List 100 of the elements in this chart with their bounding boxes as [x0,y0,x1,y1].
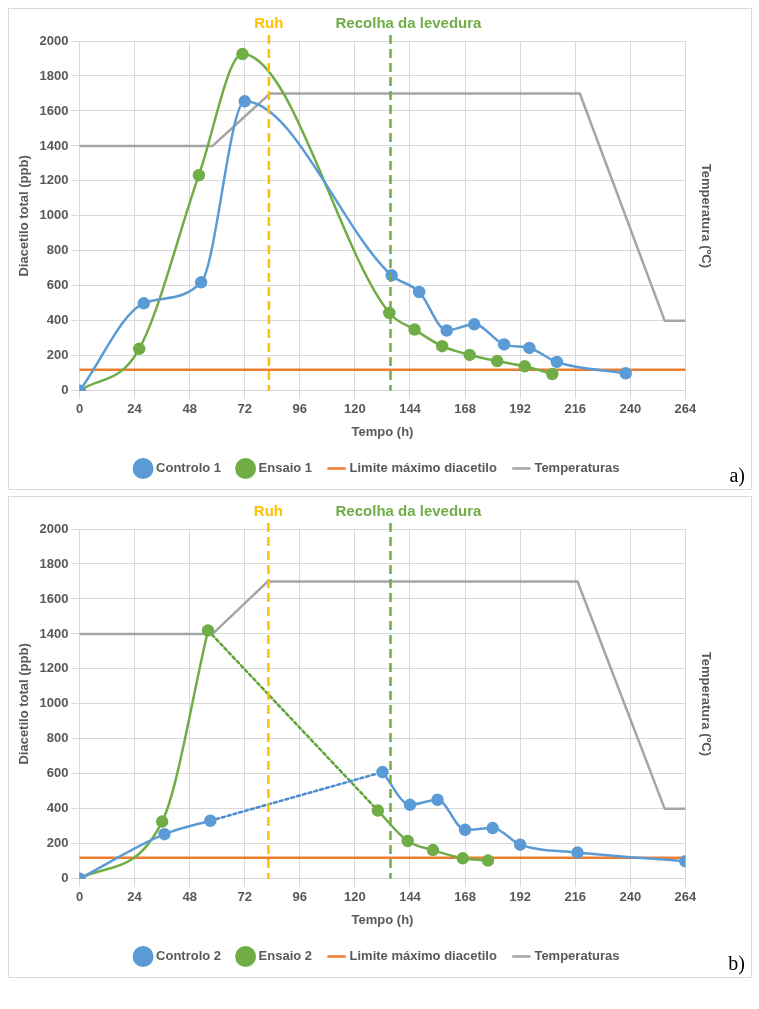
x-tick-label: 48 [182,401,197,417]
x-tick-label: 216 [564,889,587,905]
point [435,339,449,353]
x-tick-label: 240 [619,889,642,905]
x-tick-label: 0 [75,889,84,905]
y-tick-label: 1600 [39,590,69,606]
y-tick-label: 800 [46,242,69,258]
x-tick-label: 192 [509,401,532,417]
y-tick-label: 1200 [39,172,69,188]
x-tick-label: 24 [127,401,143,417]
x-tick-label: 144 [399,889,422,905]
ref-line-label: Ruh [253,501,283,519]
point [192,168,206,182]
x-tick-label: 96 [292,889,308,905]
x-tick-label: 48 [182,889,197,905]
point [158,827,171,841]
y-tick-label: 200 [46,347,69,363]
x-tick-label: 240 [619,401,642,417]
y-tick-label: 1800 [39,555,69,571]
point [137,297,151,310]
point [431,793,444,806]
x-tick-label: 0 [75,401,84,417]
y-tick-label: 400 [46,800,69,816]
y-tick-label: 1800 [39,67,69,83]
x-tick-label: 216 [564,401,587,417]
point [194,276,208,289]
y-tick-label: 800 [46,730,69,746]
legend-label: Temperaturas [534,948,620,964]
point [412,285,426,299]
y-tick-label: 1200 [39,660,69,676]
x-tick-label: 96 [292,401,308,417]
legend-label: Controlo 2 [156,948,222,964]
y-tick-label: 2000 [39,32,69,48]
text: a) [729,464,745,487]
point [463,348,476,362]
legend-label: Controlo 1 [156,460,222,476]
point [132,342,146,356]
legend-label: Limite máximo diacetilo [349,948,497,964]
x-tick-label: 264 [674,401,698,417]
x-tick-label: 168 [454,889,476,905]
point [371,804,385,817]
point [513,838,527,851]
point [456,852,470,865]
x-axis-title: Tempo (h) [351,911,414,927]
point [458,823,472,837]
point [204,814,217,827]
y-tick-label: 2000 [39,520,69,536]
x-tick-label: 192 [509,889,532,905]
x-tick-label: 144 [399,401,422,417]
point [426,843,440,857]
ref-line-label: Recolha da levedura [335,501,483,519]
point [440,324,453,337]
legend-label: Ensaio 1 [258,460,313,476]
x-axis-title: Tempo (h) [351,423,414,439]
point [481,854,495,867]
x-tick-label: 120 [344,889,366,905]
y-tick-label: 200 [46,835,69,851]
point [155,815,169,828]
y-tick-label: 600 [46,765,69,781]
legend-label: Limite máximo diacetilo [349,460,497,476]
y-tick-label: 0 [61,382,69,398]
y-tick-label: 400 [46,312,69,328]
x-tick-label: 168 [454,401,476,417]
ref-line-label: Ruh [254,13,284,31]
point [201,624,215,637]
y-axis-title: Diacetilo total (ppb) [16,643,32,765]
x-tick-label: 120 [344,401,366,417]
y-tick-label: 1000 [39,207,69,223]
point [376,765,389,779]
point [619,367,632,380]
y-tick-label: 1600 [39,102,69,118]
y-tick-label: 0 [61,870,69,886]
x-tick-label: 24 [127,889,143,905]
y-tick-label: 1400 [39,137,69,153]
text: b) [728,952,745,975]
point [571,846,584,859]
point [408,323,421,336]
ref-line-label: Recolha da levedura [335,13,483,31]
y2-axis-title: Temperatura (ºC) [698,651,714,756]
point [401,834,414,848]
point [497,338,511,351]
point [490,354,504,368]
y2-axis-title: Temperatura (ºC) [698,163,714,268]
x-tick-label: 72 [237,401,252,417]
y-tick-label: 1000 [39,695,69,711]
point [486,821,499,835]
x-tick-label: 72 [237,889,252,905]
point [550,355,564,369]
legend-label: Ensaio 2 [258,948,313,964]
point [468,318,481,331]
legend-label: Temperaturas [534,460,620,476]
point [236,47,249,61]
y-axis-title: Diacetilo total (ppb) [16,155,32,277]
point [546,367,559,381]
point [238,95,252,108]
x-tick-label: 264 [674,889,698,905]
point [403,798,417,812]
point [523,341,536,355]
y-tick-label: 600 [46,277,69,293]
y-tick-label: 1400 [39,625,69,641]
